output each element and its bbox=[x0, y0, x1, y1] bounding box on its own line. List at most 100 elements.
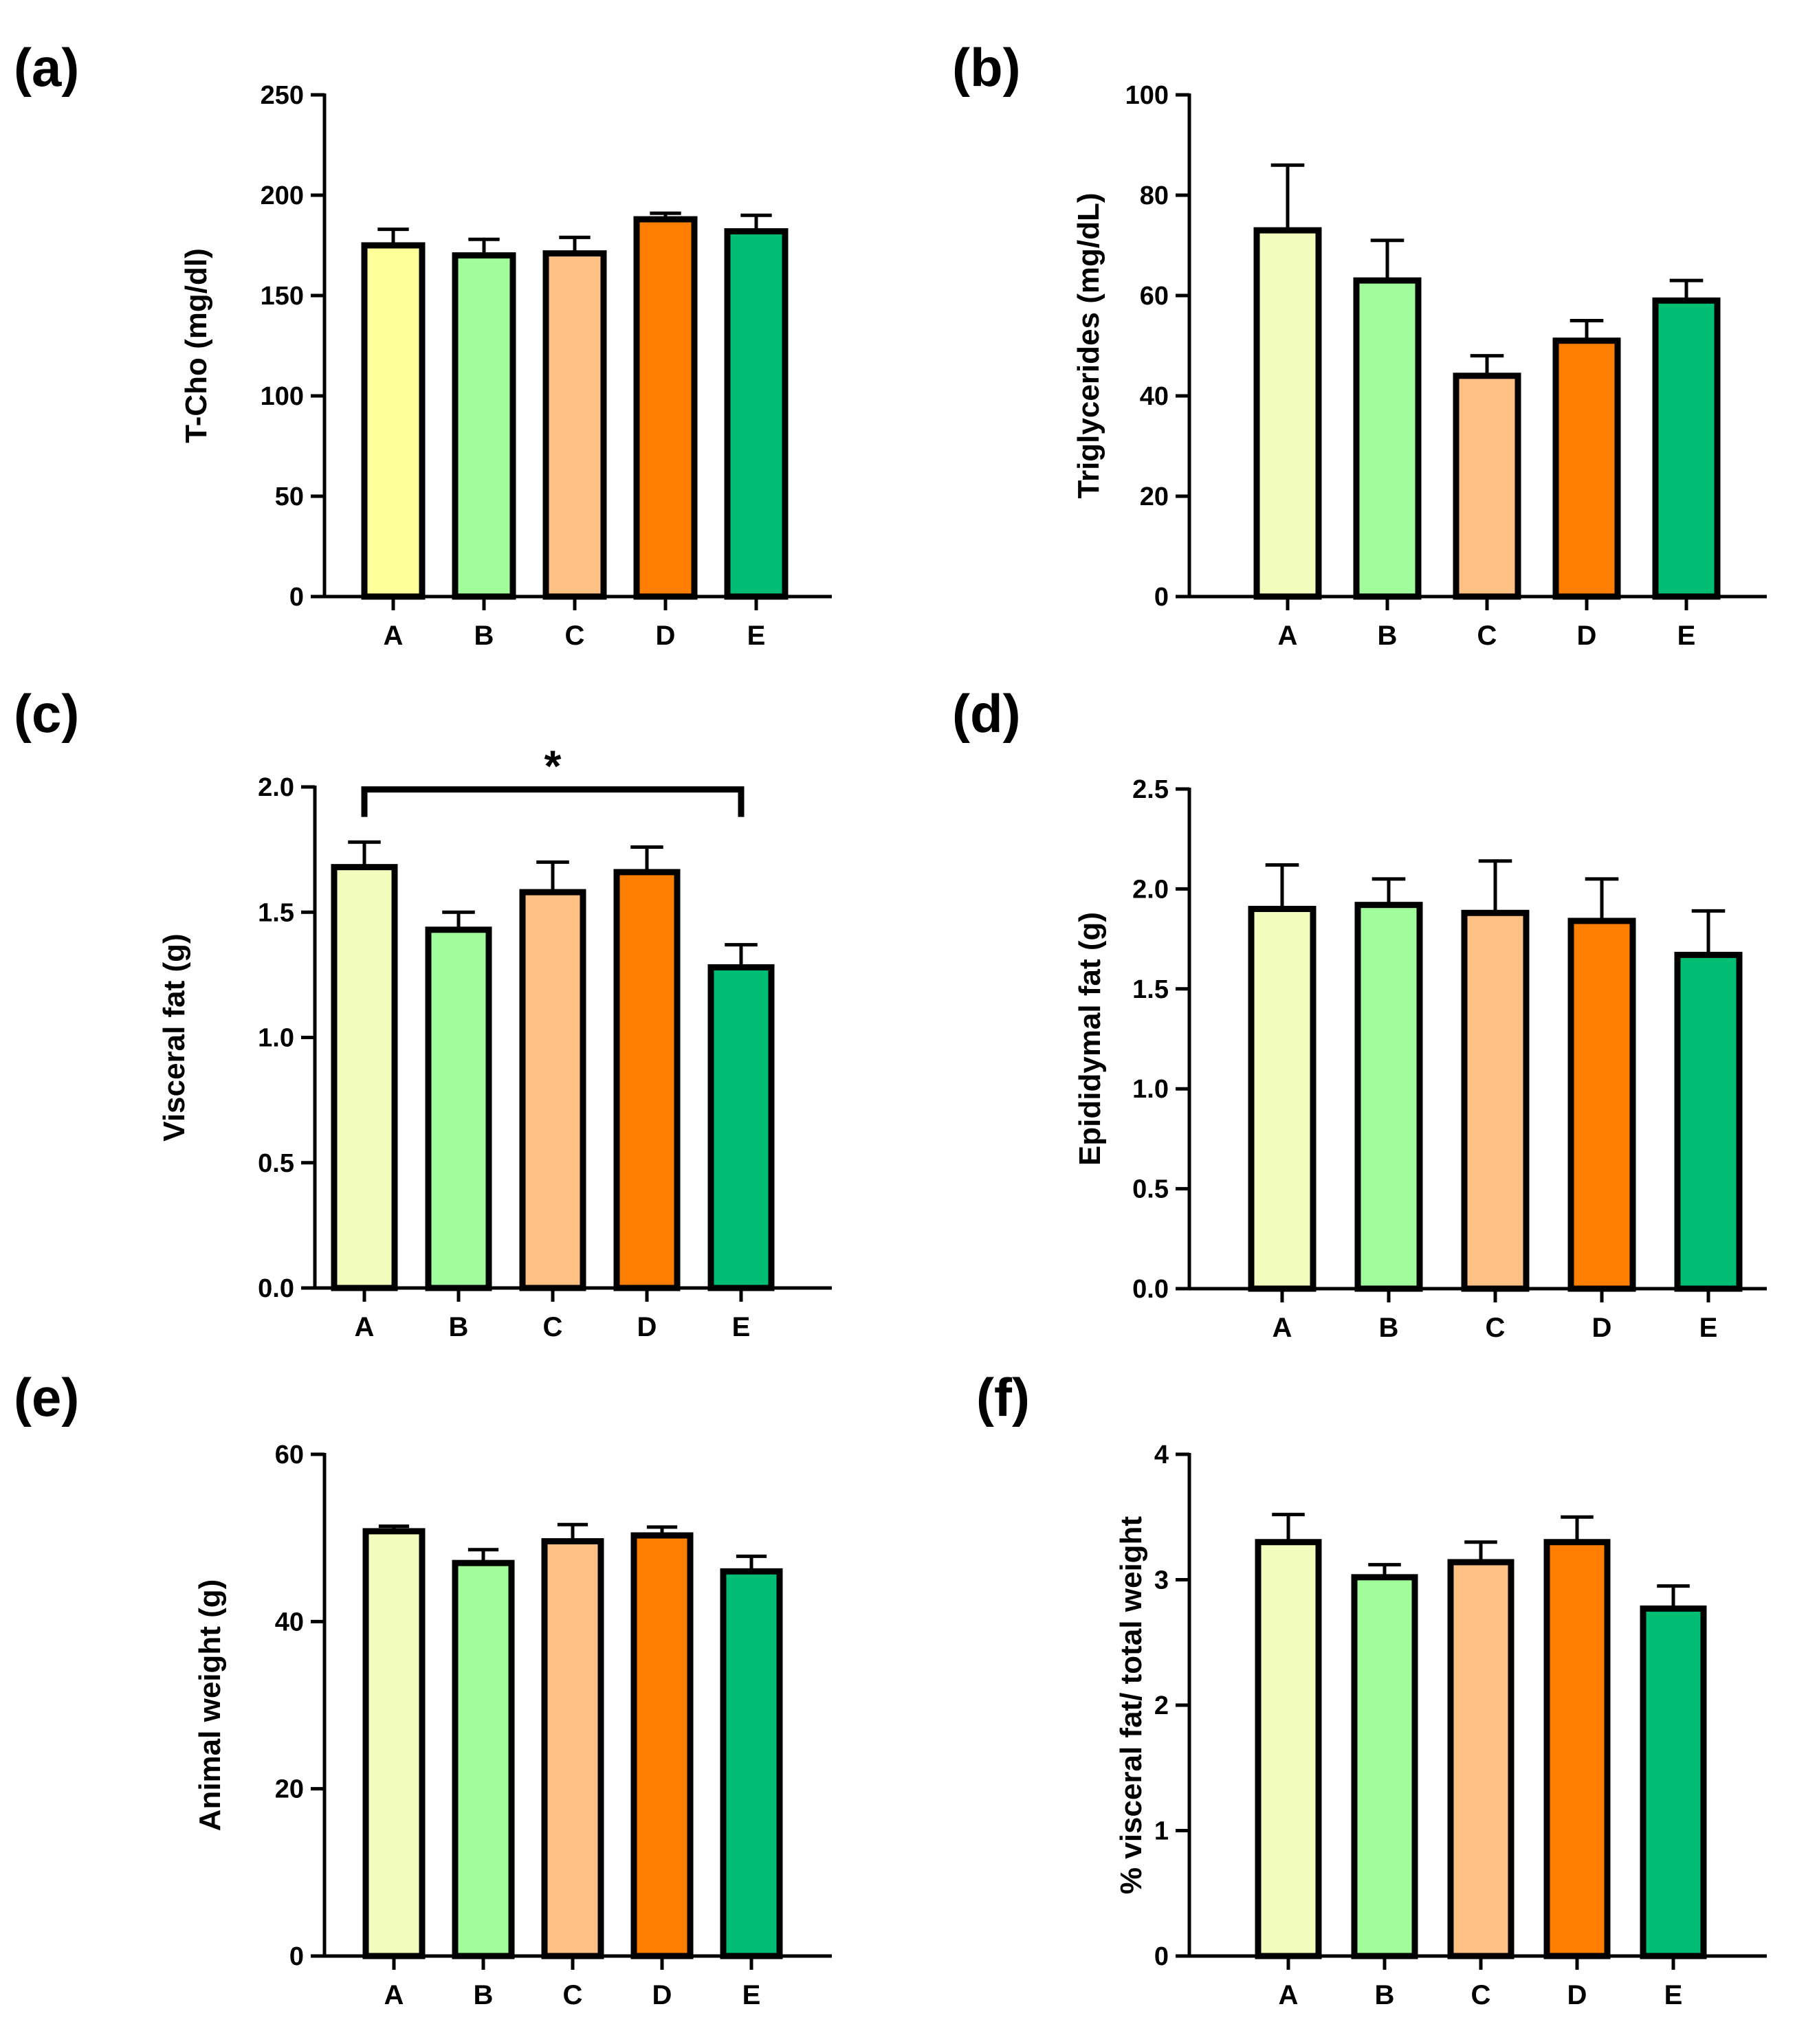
x-tick-label-a-C: C bbox=[565, 621, 585, 651]
y-tick-label-b-4: 80 bbox=[1140, 181, 1169, 210]
y-tick-label-f-4: 4 bbox=[1154, 1441, 1169, 1469]
y-tick-label-f-2: 2 bbox=[1154, 1691, 1169, 1720]
y-tick-label-d-1: 0.5 bbox=[1132, 1175, 1169, 1204]
bar-d-D bbox=[1567, 918, 1636, 1292]
y-tick-label-c-1: 0.5 bbox=[258, 1149, 294, 1178]
bar-c-C bbox=[519, 889, 586, 1291]
x-tick-label-b-D: D bbox=[1577, 621, 1597, 651]
bar-f-C bbox=[1447, 1559, 1515, 1959]
panel-label-b: (b) bbox=[952, 37, 1021, 98]
y-tick-label-d-0: 0.0 bbox=[1132, 1275, 1169, 1304]
y-axis-title-c: Visceral fat (g) bbox=[157, 933, 191, 1141]
panel-label-d: (d) bbox=[952, 683, 1021, 744]
x-tick-label-d-E: E bbox=[1699, 1313, 1718, 1343]
panel-label-f: (f) bbox=[976, 1367, 1030, 1428]
bar-f-D bbox=[1543, 1539, 1611, 1959]
y-axis-title-f: % visceral fat/ total weight bbox=[1114, 1516, 1148, 1894]
bar-f-A bbox=[1255, 1539, 1322, 1959]
bar-b-A bbox=[1253, 227, 1322, 600]
bar-a-E bbox=[724, 228, 789, 600]
y-tick-label-a-0: 0 bbox=[289, 583, 304, 612]
bar-f-B bbox=[1351, 1574, 1418, 1959]
x-tick-label-f-E: E bbox=[1664, 1980, 1683, 2010]
x-tick-label-e-A: A bbox=[384, 1980, 404, 2010]
y-axis-title-d: Epididymal fat (g) bbox=[1073, 912, 1107, 1166]
bar-b-E bbox=[1652, 297, 1721, 600]
bar-b-D bbox=[1552, 337, 1621, 600]
y-tick-label-d-2: 1.0 bbox=[1132, 1075, 1169, 1104]
bar-a-A bbox=[361, 242, 426, 600]
x-tick-label-c-D: D bbox=[637, 1312, 657, 1342]
x-tick-label-f-C: C bbox=[1471, 1980, 1491, 2010]
y-tick-label-a-3: 150 bbox=[261, 282, 304, 311]
x-tick-label-a-A: A bbox=[384, 621, 404, 651]
bar-d-E bbox=[1674, 951, 1743, 1292]
x-tick-label-c-B: B bbox=[449, 1312, 469, 1342]
x-tick-label-e-D: D bbox=[652, 1980, 672, 2010]
y-tick-label-c-2: 1.0 bbox=[258, 1024, 294, 1053]
x-tick-label-d-D: D bbox=[1592, 1313, 1612, 1343]
y-tick-label-c-4: 2.0 bbox=[258, 773, 294, 802]
x-tick-label-a-E: E bbox=[747, 621, 766, 651]
bar-e-A bbox=[362, 1528, 426, 1959]
x-tick-label-b-B: B bbox=[1378, 621, 1398, 651]
panel-label-a: (a) bbox=[14, 37, 79, 98]
x-tick-label-f-D: D bbox=[1567, 1980, 1587, 2010]
y-tick-label-e-3: 60 bbox=[275, 1441, 304, 1469]
y-tick-label-c-3: 1.5 bbox=[258, 898, 294, 927]
bar-a-C bbox=[542, 250, 607, 600]
x-tick-label-e-C: C bbox=[563, 1980, 583, 2010]
x-tick-label-b-A: A bbox=[1278, 621, 1298, 651]
bar-e-D bbox=[630, 1532, 694, 1959]
y-axis-title-e: Animal weight (g) bbox=[193, 1579, 227, 1832]
bar-c-B bbox=[425, 926, 492, 1291]
panel-label-e: (e) bbox=[14, 1367, 79, 1428]
y-tick-label-a-1: 50 bbox=[275, 482, 304, 511]
bar-f-E bbox=[1640, 1605, 1707, 1959]
significance-star-c: * bbox=[544, 742, 562, 791]
bar-c-D bbox=[613, 869, 681, 1291]
bar-a-B bbox=[452, 252, 516, 600]
bar-e-E bbox=[720, 1568, 783, 1959]
x-tick-label-d-B: B bbox=[1379, 1313, 1399, 1343]
y-tick-label-f-0: 0 bbox=[1154, 1942, 1169, 1971]
x-tick-label-c-E: E bbox=[732, 1312, 751, 1342]
bar-c-E bbox=[707, 964, 775, 1291]
x-tick-label-c-C: C bbox=[543, 1312, 563, 1342]
y-tick-label-b-3: 60 bbox=[1140, 282, 1169, 311]
y-tick-label-b-0: 0 bbox=[1154, 583, 1169, 612]
chart-panel-f: (f) 0 1 2 3 4 A B C D E % visceral fat/ total weigh… bbox=[976, 1367, 1767, 2010]
y-axis-title-b: Triglycerides (mg/dL) bbox=[1072, 193, 1105, 499]
x-tick-label-d-C: C bbox=[1486, 1313, 1506, 1343]
chart-panel-a: (a) 0 50 100 150 200 250 A B C D E T-Cho (mg/dl) bbox=[14, 37, 832, 651]
y-tick-label-b-2: 40 bbox=[1140, 382, 1169, 411]
chart-panel-e: (e) 0 20 40 60 A B C D E Animal weight (g) bbox=[14, 1367, 832, 2010]
y-axis-title-a: T-Cho (mg/dl) bbox=[179, 248, 213, 443]
y-tick-label-d-4: 2.0 bbox=[1132, 875, 1169, 904]
y-tick-label-d-3: 1.5 bbox=[1132, 975, 1169, 1004]
bar-d-A bbox=[1248, 905, 1317, 1292]
x-tick-label-f-B: B bbox=[1375, 1980, 1395, 2010]
bar-e-C bbox=[541, 1538, 604, 1959]
x-tick-label-f-A: A bbox=[1279, 1980, 1299, 2010]
y-tick-label-e-2: 40 bbox=[275, 1608, 304, 1636]
y-tick-label-c-0: 0.0 bbox=[258, 1274, 294, 1303]
bar-d-C bbox=[1461, 909, 1530, 1292]
chart-panel-b: (b) 0 20 40 60 80 100 A B C D E Triglycerides (mg/dL… bbox=[952, 37, 1767, 651]
chart-panel-d: (d) 0.0 0.5 1.0 1.5 2.0 2.5 A B C D E Epididymal fat… bbox=[952, 683, 1767, 1343]
bar-a-D bbox=[633, 216, 698, 600]
bar-b-B bbox=[1353, 277, 1422, 600]
x-tick-label-b-E: E bbox=[1677, 621, 1696, 651]
y-tick-label-d-5: 2.5 bbox=[1132, 775, 1169, 804]
y-tick-label-b-5: 100 bbox=[1125, 81, 1169, 110]
x-tick-label-a-D: D bbox=[656, 621, 676, 651]
bar-e-B bbox=[452, 1559, 515, 1959]
significance-bracket-c bbox=[361, 786, 745, 817]
chart-panel-c: (c) 0.0 0.5 1.0 1.5 2.0 A B C D E Visceral fat (g) * bbox=[14, 683, 832, 1342]
bar-c-A bbox=[331, 864, 398, 1291]
y-tick-label-a-2: 100 bbox=[261, 382, 304, 411]
y-tick-label-f-3: 3 bbox=[1154, 1566, 1169, 1595]
y-tick-label-e-1: 20 bbox=[275, 1775, 304, 1804]
x-tick-label-b-C: C bbox=[1477, 621, 1497, 651]
